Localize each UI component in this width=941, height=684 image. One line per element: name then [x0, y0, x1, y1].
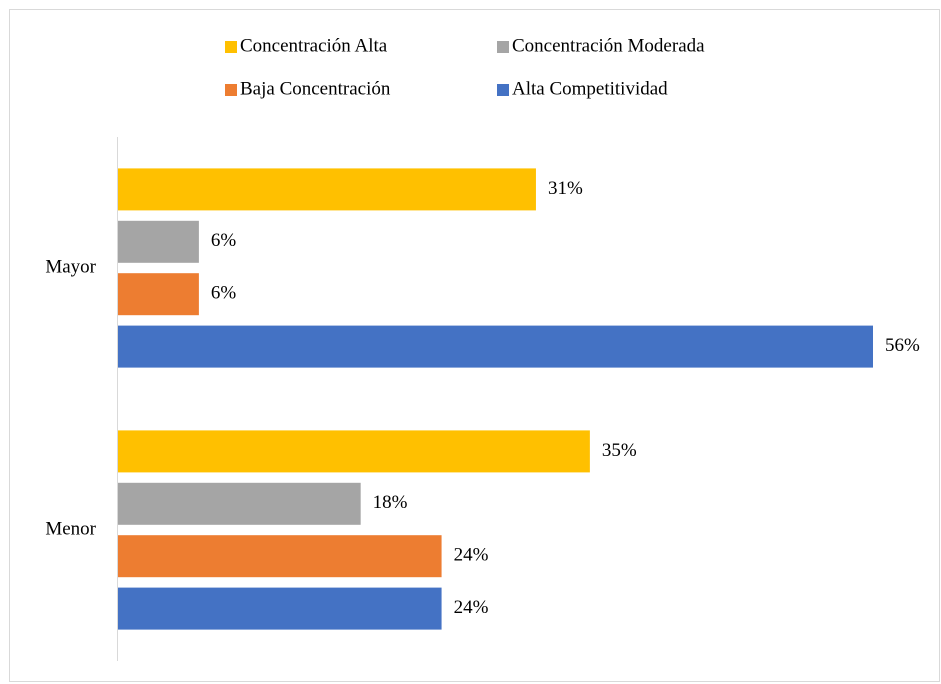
data-label: 24%	[454, 597, 489, 618]
legend-swatch	[497, 41, 509, 53]
y-tick-label: Mayor	[45, 256, 96, 277]
data-label: 24%	[454, 545, 489, 566]
data-label: 6%	[211, 283, 237, 304]
bar	[118, 482, 361, 525]
data-label: 35%	[602, 440, 637, 461]
bar	[118, 273, 199, 316]
legend-label: Alta Competitividad	[512, 78, 668, 99]
legend-label: Concentración Moderada	[512, 35, 705, 56]
data-label: 6%	[211, 230, 237, 251]
bar	[118, 430, 590, 473]
bar	[118, 220, 199, 263]
data-label: 56%	[885, 335, 920, 356]
legend-swatch	[225, 84, 237, 96]
legend-swatch	[497, 84, 509, 96]
bar	[118, 587, 442, 630]
bar	[118, 325, 873, 368]
bar	[118, 168, 536, 211]
data-label: 31%	[548, 178, 583, 199]
bar	[118, 535, 442, 578]
data-label: 18%	[373, 492, 408, 513]
legend-label: Concentración Alta	[240, 35, 388, 56]
legend-label: Baja Concentración	[240, 78, 391, 99]
legend-swatch	[225, 41, 237, 53]
y-tick-label: Menor	[45, 518, 96, 539]
